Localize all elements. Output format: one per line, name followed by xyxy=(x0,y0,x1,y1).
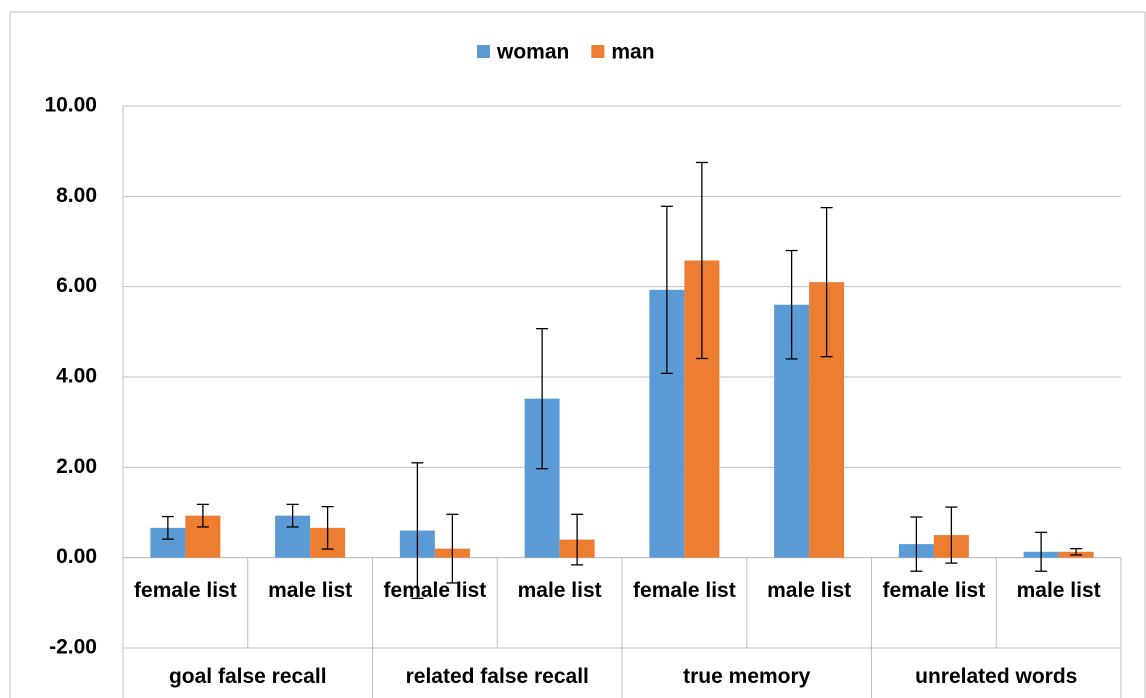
x-tick-label: female list xyxy=(134,578,237,602)
x-tick-label: male list xyxy=(268,578,353,602)
error-bar xyxy=(660,205,673,375)
error-bar xyxy=(446,513,459,584)
x-tick-label: female list xyxy=(882,578,986,602)
group-label: true memory xyxy=(683,665,811,688)
legend-label: woman xyxy=(496,41,569,64)
y-tick-label: 0.00 xyxy=(56,545,97,568)
error-bar xyxy=(820,206,833,358)
error-bar xyxy=(910,516,923,572)
group-label: unrelated words xyxy=(915,665,1078,688)
x-tick-label: male list xyxy=(1016,578,1101,602)
error-bar xyxy=(411,462,424,599)
error-bar xyxy=(785,249,798,360)
error-bar xyxy=(945,506,958,564)
y-tick-label: 8.00 xyxy=(56,184,97,207)
y-tick-label: 4.00 xyxy=(56,365,97,388)
error-bar xyxy=(1070,547,1083,556)
error-bar xyxy=(286,503,299,528)
x-tick-label: male list xyxy=(767,578,852,602)
legend-swatch xyxy=(591,45,605,58)
legend-label: man xyxy=(611,41,654,64)
error-bar xyxy=(695,161,708,360)
y-tick-label: 2.00 xyxy=(56,455,97,478)
y-tick-label: 10.00 xyxy=(44,94,97,117)
group-label: related false recall xyxy=(405,665,589,688)
y-tick-label: 6.00 xyxy=(56,274,97,297)
chart-border xyxy=(9,11,1146,698)
error-bar xyxy=(571,513,584,566)
x-tick-label: female list xyxy=(383,578,487,602)
legend-swatch xyxy=(477,45,490,58)
group-label: goal false recall xyxy=(168,665,327,688)
error-bar xyxy=(161,515,174,540)
error-bar xyxy=(196,503,209,528)
x-tick-label: male list xyxy=(517,578,602,602)
error-bar xyxy=(1035,531,1048,572)
x-tick-label: female list xyxy=(633,578,736,602)
error-bar xyxy=(321,505,334,550)
error-bar xyxy=(536,328,549,470)
y-tick-label: -2.00 xyxy=(49,636,97,659)
